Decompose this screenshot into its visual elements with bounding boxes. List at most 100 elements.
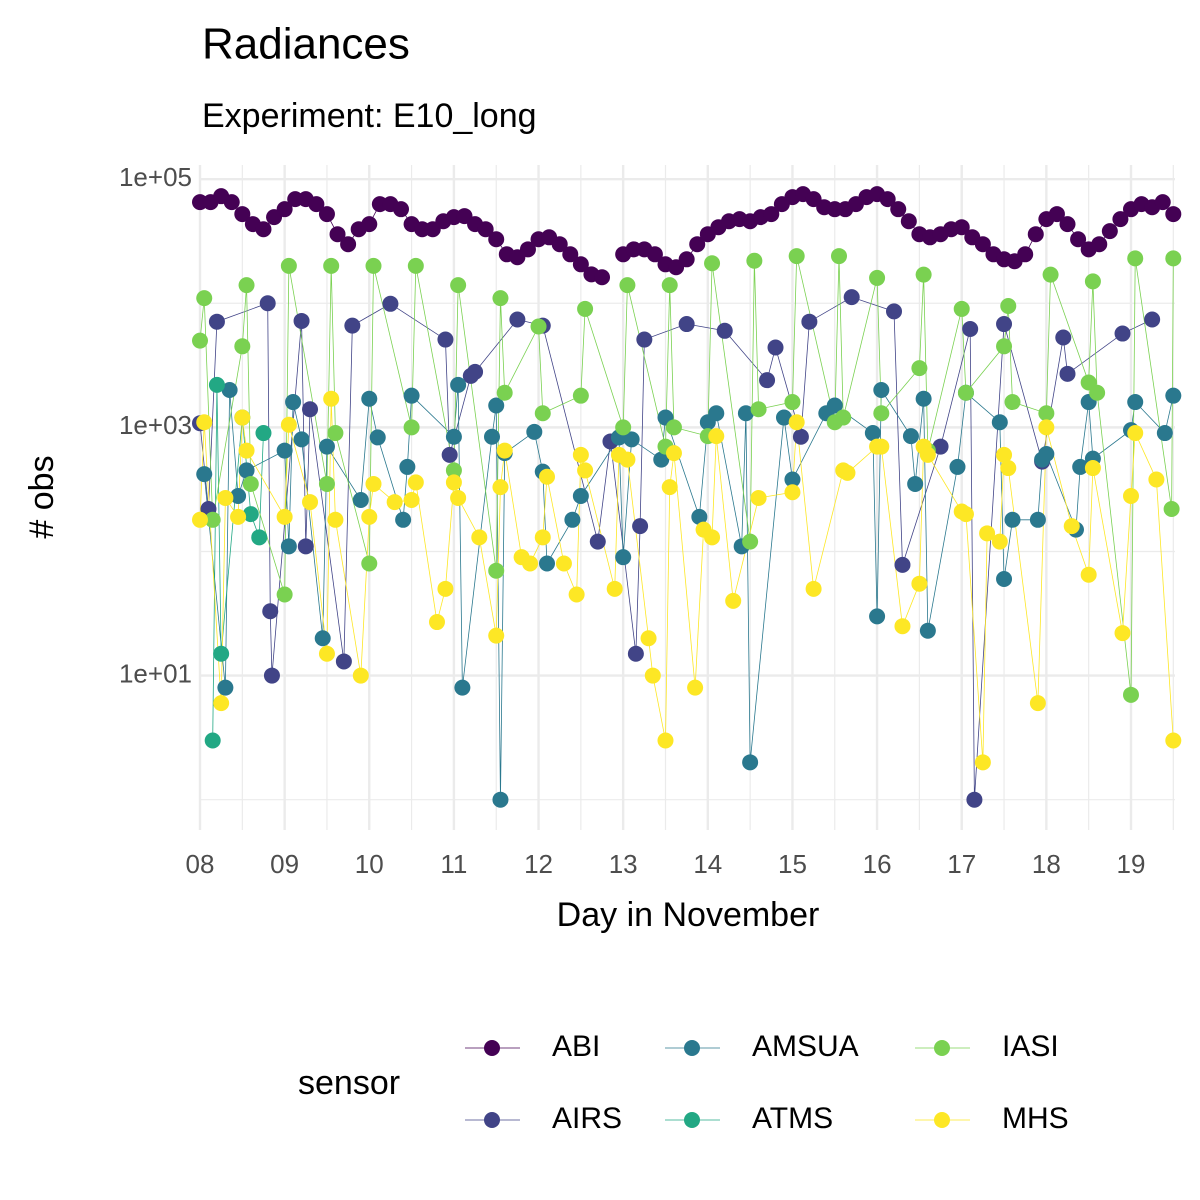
data-point: [318, 438, 335, 455]
data-point: [792, 428, 809, 445]
data-point: [657, 732, 674, 749]
data-point: [919, 622, 936, 639]
chart-title: Radiances: [202, 20, 410, 69]
data-point: [1112, 211, 1129, 228]
x-tick-label: 17: [947, 849, 976, 879]
data-point: [996, 446, 1013, 463]
data-point: [318, 475, 335, 492]
data-point: [839, 464, 856, 481]
data-point: [196, 290, 213, 307]
x-tick-label: 14: [693, 849, 722, 879]
data-point: [450, 376, 467, 393]
data-point: [737, 405, 754, 422]
data-point: [1063, 518, 1080, 535]
data-point: [276, 586, 293, 603]
data-point: [873, 382, 890, 399]
data-point: [619, 451, 636, 468]
data-point: [217, 489, 234, 506]
data-point: [361, 555, 378, 572]
legend-label: MHS: [1002, 1102, 1069, 1135]
data-point: [234, 338, 251, 355]
data-point: [902, 428, 919, 445]
data-point: [589, 533, 606, 550]
data-point: [551, 236, 568, 253]
data-point: [996, 316, 1013, 333]
data-point: [1148, 471, 1165, 488]
data-point: [1004, 511, 1021, 528]
data-point: [640, 630, 657, 647]
data-point: [953, 219, 970, 236]
data-point: [644, 667, 661, 684]
data-point: [991, 414, 1008, 431]
data-point: [564, 511, 581, 528]
data-point: [323, 390, 340, 407]
data-point: [1017, 246, 1034, 263]
data-point: [704, 529, 721, 546]
data-point: [746, 252, 763, 269]
data-point: [1122, 686, 1139, 703]
data-point: [454, 679, 471, 696]
data-point: [1122, 487, 1139, 504]
data-point: [907, 475, 924, 492]
data-point: [665, 445, 682, 462]
data-point: [293, 431, 310, 448]
y-tick-label: 1e+03: [119, 410, 192, 440]
data-point: [492, 791, 509, 808]
data-point: [1127, 425, 1144, 442]
data-point: [788, 248, 805, 265]
data-point: [750, 401, 767, 418]
x-tick-label: 11: [440, 849, 467, 879]
data-point: [329, 226, 346, 243]
data-point: [488, 397, 505, 414]
data-point: [911, 575, 928, 592]
data-point: [285, 394, 302, 411]
data-point: [276, 201, 293, 218]
data-point: [826, 397, 843, 414]
data-point: [208, 313, 225, 330]
data-point: [627, 645, 644, 662]
data-point: [407, 257, 424, 274]
data-point: [615, 549, 632, 566]
x-tick-label: 08: [186, 849, 215, 879]
data-point: [1048, 206, 1065, 223]
data-point: [361, 508, 378, 525]
data-point: [519, 241, 536, 258]
data-point: [467, 363, 484, 380]
data-point: [1042, 266, 1059, 283]
data-point: [568, 586, 585, 603]
data-point: [255, 425, 272, 442]
data-point: [1055, 329, 1072, 346]
data-point: [297, 538, 314, 555]
data-point: [488, 562, 505, 579]
data-point: [1080, 566, 1097, 583]
data-point: [251, 529, 268, 546]
data-point: [230, 508, 247, 525]
data-point: [204, 732, 221, 749]
data-point: [352, 491, 369, 508]
data-point: [382, 295, 399, 312]
legend-key-point: [484, 1112, 500, 1128]
data-point: [327, 425, 344, 442]
y-tick-label: 1e+05: [119, 162, 192, 192]
data-point: [962, 321, 979, 338]
data-point: [873, 405, 890, 422]
data-point: [979, 525, 996, 542]
legend: ABI AIRS AMSUA ATMS IASI MHS: [465, 1030, 1069, 1135]
data-point: [327, 511, 344, 528]
data-point: [403, 387, 420, 404]
data-point: [496, 442, 513, 459]
data-point: [636, 331, 653, 348]
y-axis-title: # obs: [23, 455, 61, 538]
data-point: [1000, 460, 1017, 477]
data-point: [255, 221, 272, 238]
series-line: [199, 296, 1153, 800]
data-point: [223, 194, 240, 211]
data-point: [488, 231, 505, 248]
data-point: [217, 679, 234, 696]
data-point: [302, 494, 319, 511]
data-point: [238, 462, 255, 479]
data-point: [708, 428, 725, 445]
data-point: [646, 246, 663, 263]
data-point: [1038, 419, 1055, 436]
data-point: [562, 246, 579, 263]
